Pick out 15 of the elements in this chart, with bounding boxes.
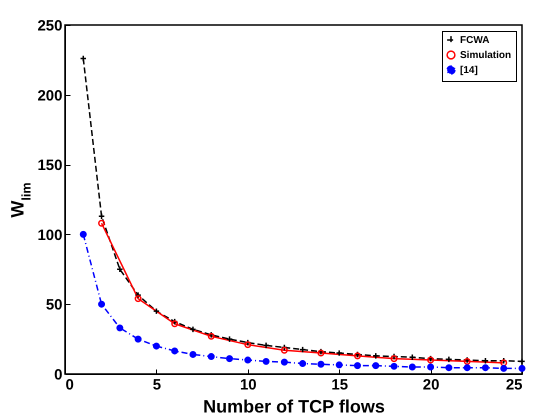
x-axis-title: Number of TCP flows — [203, 396, 385, 416]
x-tick-label: 10 — [240, 376, 257, 394]
y-tick-label: 200 — [37, 87, 62, 104]
y-tick-label: 100 — [37, 226, 62, 244]
legend-label: [14] — [460, 65, 478, 76]
y-tick-label: 150 — [37, 157, 62, 174]
x-tick-label: 20 — [422, 376, 440, 394]
legend-label: FCWA — [460, 35, 490, 46]
x-tick-label: 5 — [152, 376, 162, 394]
x-tick-label: 0 — [66, 376, 74, 394]
legend-label: Simulation — [460, 50, 512, 61]
x-tick-label: 15 — [331, 376, 348, 394]
y-tick-label: 50 — [46, 296, 62, 314]
y-tick-label: 250 — [37, 18, 62, 34]
x-tick-label: 25 — [506, 376, 522, 394]
